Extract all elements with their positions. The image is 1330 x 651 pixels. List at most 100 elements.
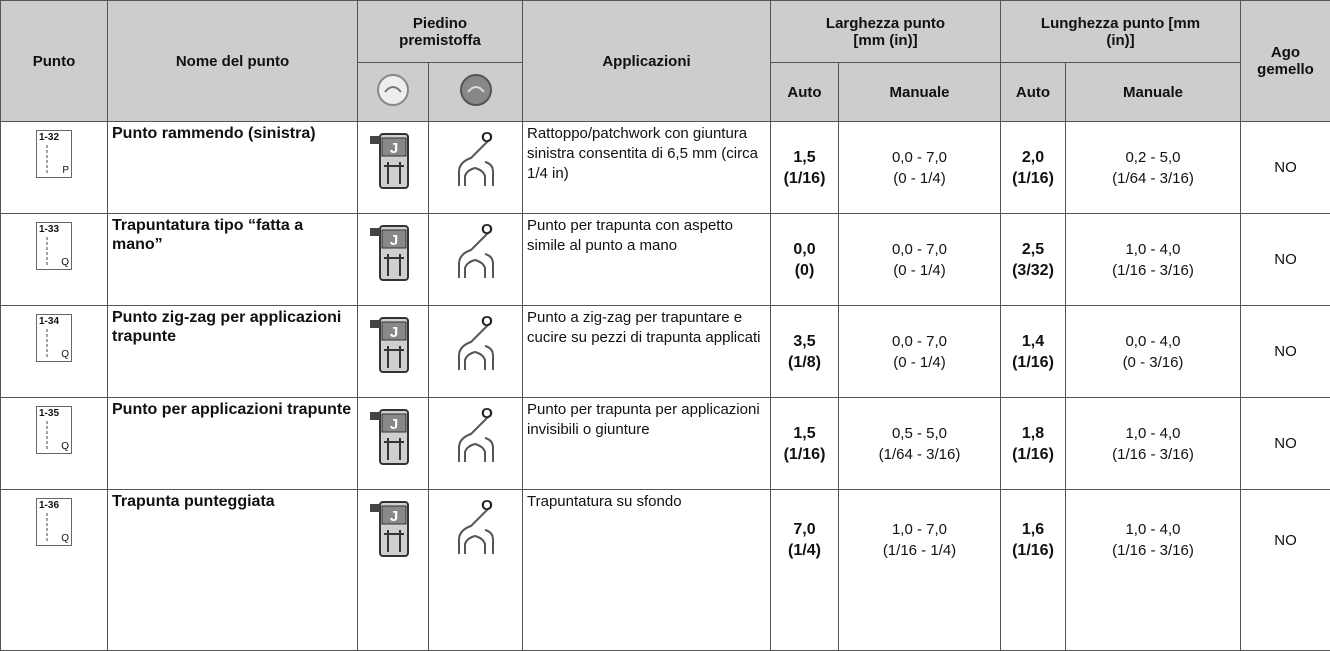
foot-letter: O <box>481 222 493 238</box>
foot-cell: J <box>358 214 429 306</box>
value: 1,0 - 4,0 <box>1066 423 1240 444</box>
foot-cell: J <box>358 122 429 214</box>
stitch-icon: 1-36 Q <box>36 498 72 546</box>
value: 0,0 <box>771 239 838 260</box>
value-inch: (1/16) <box>1001 444 1065 465</box>
width-auto: 7,0(1/4) <box>771 490 839 651</box>
value-inch: (1/16) <box>771 444 838 465</box>
foot-o-icon: O <box>451 498 501 558</box>
foot-letter: O <box>481 130 493 146</box>
header-text: Lunghezza punto [mm (in)] <box>1041 15 1201 49</box>
value: 0,0 - 7,0 <box>839 331 1000 352</box>
foot-cell: J <box>358 490 429 651</box>
foot-cell: O <box>429 306 523 398</box>
header-cell <box>358 63 429 122</box>
foot-o-icon: O <box>451 314 501 374</box>
stitch-name: Punto zig-zag per applicazioni trapunte <box>108 306 358 398</box>
length-auto: 2,5(3/32) <box>1001 214 1066 306</box>
value-inch: (1/16) <box>1001 168 1065 189</box>
header-cell: Auto <box>771 63 839 122</box>
length-manual: 1,0 - 4,0(1/16 - 3/16) <box>1066 490 1241 651</box>
value-inch: (1/64 - 3/16) <box>1066 168 1240 189</box>
header-text: Auto <box>787 84 821 101</box>
value: 1,6 <box>1001 519 1065 540</box>
stitch-code: 1-35 <box>39 408 59 419</box>
value-inch: (0 - 1/4) <box>839 168 1000 189</box>
stitch-name: Punto rammendo (sinistra) <box>108 122 358 214</box>
length-manual: 1,0 - 4,0(1/16 - 3/16) <box>1066 398 1241 490</box>
stitch-icon: 1-33 Q <box>36 222 72 270</box>
value-inch: (1/16) <box>1001 352 1065 373</box>
foot-letter: O <box>481 498 493 514</box>
header-cell: Auto <box>1001 63 1066 122</box>
stitch-code: 1-36 <box>39 500 59 511</box>
length-auto: 2,0(1/16) <box>1001 122 1066 214</box>
twin-needle: NO <box>1241 122 1330 214</box>
stitch-letter: Q <box>61 257 69 268</box>
width-manual: 0,5 - 5,0(1/64 - 3/16) <box>839 398 1001 490</box>
application: Rattoppo/patchwork con giuntura sinistra… <box>523 122 771 214</box>
stitch-code: 1-33 <box>39 224 59 235</box>
foot-o-icon: O <box>451 130 501 190</box>
header-text: Piedino premistoffa <box>385 15 495 49</box>
foot-letter: J <box>390 508 398 525</box>
foot-letter: J <box>390 324 398 341</box>
length-manual: 1,0 - 4,0(1/16 - 3/16) <box>1066 214 1241 306</box>
value-inch: (1/16 - 3/16) <box>1066 260 1240 281</box>
value-inch: (1/16 - 3/16) <box>1066 540 1240 561</box>
header-cell: Applicazioni <box>523 1 771 122</box>
foot-j-icon: J <box>368 130 418 192</box>
header-text: Auto <box>1016 84 1050 101</box>
value: 1,0 - 7,0 <box>839 519 1000 540</box>
value-inch: (1/16 - 1/4) <box>839 540 1000 561</box>
stitch-cell: 1-35 Q <box>1 398 108 490</box>
foot-cell: O <box>429 214 523 306</box>
foot-j-icon: J <box>368 406 418 468</box>
foot-icon <box>459 73 493 107</box>
twin-needle: NO <box>1241 214 1330 306</box>
length-manual: 0,0 - 4,0(0 - 3/16) <box>1066 306 1241 398</box>
value: 0,5 - 5,0 <box>839 423 1000 444</box>
header-text: Manuale <box>1123 84 1183 101</box>
stitch-cell: 1-33 Q <box>1 214 108 306</box>
header-cell: Nome del punto <box>108 1 358 122</box>
value: 0,0 - 7,0 <box>839 239 1000 260</box>
width-manual: 0,0 - 7,0(0 - 1/4) <box>839 306 1001 398</box>
header-text: Larghezza punto [mm (in)] <box>811 15 961 49</box>
header-cell: Lunghezza punto [mm (in)] <box>1001 1 1241 63</box>
value-inch: (3/32) <box>1001 260 1065 281</box>
stitch-icon: 1-35 Q <box>36 406 72 454</box>
value: 1,0 - 4,0 <box>1066 519 1240 540</box>
stitch-letter: Q <box>61 441 69 452</box>
value: 2,0 <box>1001 147 1065 168</box>
foot-cell: O <box>429 490 523 651</box>
application: Punto per trapunta con aspetto simile al… <box>523 214 771 306</box>
value: 0,0 - 4,0 <box>1066 331 1240 352</box>
value: 0,0 - 7,0 <box>839 147 1000 168</box>
header-text: Ago gemello <box>1251 44 1321 78</box>
application: Trapuntatura su sfondo <box>523 490 771 651</box>
length-auto: 1,6(1/16) <box>1001 490 1066 651</box>
foot-letter: O <box>481 314 493 330</box>
width-auto: 3,5(1/8) <box>771 306 839 398</box>
width-manual: 0,0 - 7,0(0 - 1/4) <box>839 122 1001 214</box>
foot-cell: J <box>358 306 429 398</box>
length-auto: 1,4(1/16) <box>1001 306 1066 398</box>
foot-cell: J <box>358 398 429 490</box>
value-inch: (1/8) <box>771 352 838 373</box>
value-inch: (0 - 1/4) <box>839 352 1000 373</box>
value: 2,5 <box>1001 239 1065 260</box>
stitch-letter: Q <box>61 533 69 544</box>
width-auto: 1,5(1/16) <box>771 122 839 214</box>
header-cell: Punto <box>1 1 108 122</box>
stitch-code: 1-32 <box>39 132 59 143</box>
width-manual: 1,0 - 7,0(1/16 - 1/4) <box>839 490 1001 651</box>
value: 1,4 <box>1001 331 1065 352</box>
stitch-code: 1-34 <box>39 316 59 327</box>
header-cell: Piedino premistoffa <box>358 1 523 63</box>
